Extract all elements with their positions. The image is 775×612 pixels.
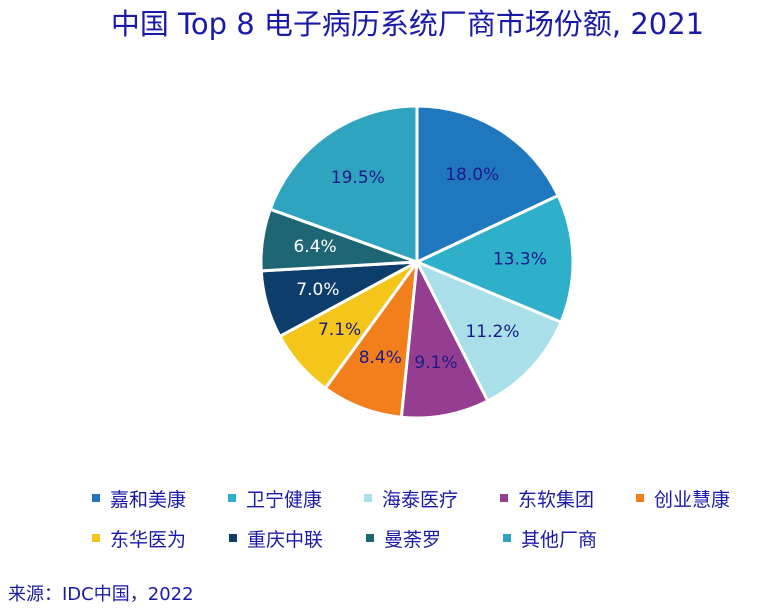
chart-title: 中国 Top 8 电子病历系统厂商市场份额, 2021 [110,7,705,41]
legend-swatch [366,534,374,542]
pie-data-labels: 18.0% 13.3% 11.2% 9.1% 8.4% 7.1% 7.0% 6.4% 19.5% [293,165,546,373]
legend-item: 曼荼罗 [366,525,503,552]
legend-item: 海泰医疗 [364,485,500,512]
legend-label: 东软集团 [518,488,595,511]
legend-label: 东华医为 [110,528,187,551]
legend-row-2: 东华医为 重庆中联 曼荼罗 其他厂商 [92,518,772,558]
legend-item: 其他厂商 [503,525,640,552]
legend-row-1: 嘉和美康 卫宁健康 海泰医疗 东软集团 创业慧康 [92,478,772,518]
legend-label: 曼荼罗 [384,528,442,551]
legend-item: 嘉和美康 [92,485,228,512]
legend-swatch [636,494,644,502]
legend-swatch [92,494,100,502]
pie-slice [399,260,490,420]
legend: 嘉和美康 卫宁健康 海泰医疗 东软集团 创业慧康 东华医为 重庆中联 [92,478,772,558]
slice-data-label: 7.1% [318,320,361,340]
slice-data-label: 7.0% [296,280,339,300]
legend-label: 重庆中联 [247,528,324,551]
slice-data-label: 18.0% [445,165,499,185]
legend-swatch [500,494,508,502]
legend-swatch [503,534,511,542]
legend-swatch [364,494,372,502]
legend-item: 卫宁健康 [228,485,364,512]
legend-item: 重庆中联 [229,525,366,552]
legend-label: 卫宁健康 [246,488,323,511]
legend-item: 东软集团 [500,485,636,512]
legend-label: 创业慧康 [654,488,731,511]
legend-label: 海泰医疗 [382,488,459,511]
pie-slice [415,104,560,264]
legend-swatch [92,534,100,542]
legend-item: 东华医为 [92,525,229,552]
slice-data-label: 13.3% [493,250,547,270]
legend-label: 其他厂商 [521,528,598,551]
pie-slices [259,104,575,420]
slice-data-label: 11.2% [465,322,519,342]
slice-data-label: 19.5% [331,168,385,188]
source-note: 来源：IDC中国，2022 [8,584,194,605]
pie-slice [415,194,575,324]
slice-data-label: 6.4% [293,237,336,257]
legend-item: 创业慧康 [636,485,772,512]
legend-swatch [229,534,237,542]
slice-data-label: 8.4% [359,348,402,368]
legend-label: 嘉和美康 [110,488,187,511]
slice-data-label: 9.1% [414,353,457,373]
pie-slice [268,104,419,264]
pie-slice [415,260,563,403]
legend-swatch [228,494,236,502]
